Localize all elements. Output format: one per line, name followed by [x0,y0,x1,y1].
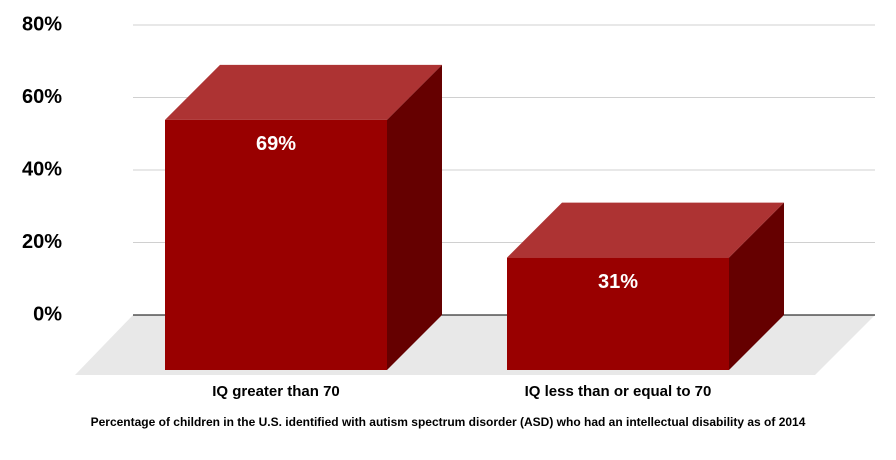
y-tick-label: 40% [22,158,62,180]
value-label: 69% [256,133,296,155]
bar-top [507,202,784,258]
bar-top [165,64,442,120]
x-tick-label: IQ greater than 70 [212,383,340,400]
y-tick-label: 80% [22,13,62,35]
bar [165,119,387,370]
y-tick-label: 0% [33,303,62,325]
y-tick-label: 60% [22,86,62,108]
y-tick-label: 20% [22,231,62,253]
bar-side [729,202,784,370]
chart-caption: Percentage of children in the U.S. ident… [91,415,806,429]
bar-side [387,64,442,370]
bar [507,257,729,370]
x-tick-label: IQ less than or equal to 70 [525,383,712,400]
value-label: 31% [598,271,638,293]
